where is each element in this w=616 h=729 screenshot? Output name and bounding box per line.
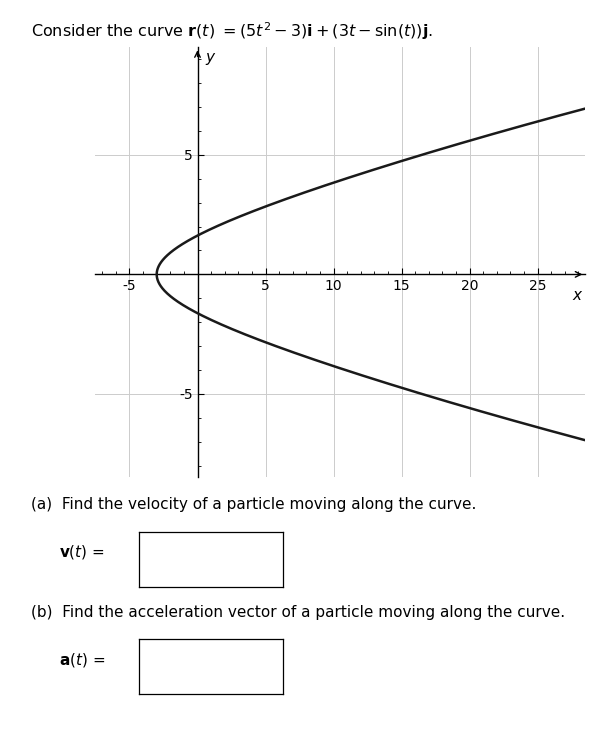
Text: (a)  Find the velocity of a particle moving along the curve.: (a) Find the velocity of a particle movi… [31, 497, 476, 512]
Text: x: x [572, 287, 581, 303]
Text: $\mathbf{a}(t)$ =: $\mathbf{a}(t)$ = [59, 651, 105, 669]
Text: y: y [206, 50, 214, 65]
Text: (b)  Find the acceleration vector of a particle moving along the curve.: (b) Find the acceleration vector of a pa… [31, 605, 565, 620]
Text: Consider the curve $\mathbf{r}(t)$ $=(5t^2 - 3)\mathbf{i} + (3t - \sin(t))\mathb: Consider the curve $\mathbf{r}(t)$ $=(5t… [31, 20, 432, 42]
Text: $\mathbf{v}(t)$ =: $\mathbf{v}(t)$ = [59, 543, 104, 561]
